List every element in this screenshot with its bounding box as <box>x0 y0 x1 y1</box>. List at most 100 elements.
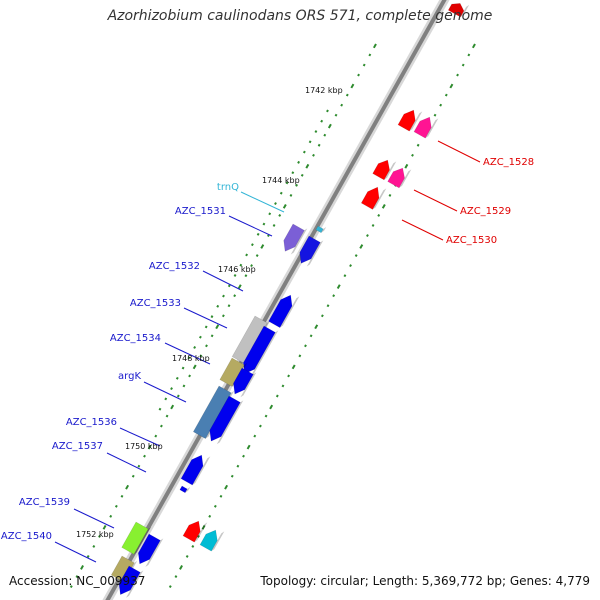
gene-glyph-azc-1529-b[interactable] <box>387 167 405 189</box>
tick-mark <box>224 484 229 490</box>
tick-mark <box>237 284 242 290</box>
tick-mark <box>176 394 180 398</box>
tick-mark <box>185 555 189 558</box>
accession-text: Accession: NC_009937 <box>9 574 146 588</box>
tick-mark <box>227 304 231 308</box>
tick-mark <box>233 274 237 277</box>
gene-glyph-azc-1530[interactable] <box>360 186 380 210</box>
tick-mark <box>199 335 202 339</box>
tick-mark <box>216 304 220 308</box>
gene-label-trnq[interactable]: trnQ <box>217 182 239 193</box>
tick-mark <box>366 234 369 237</box>
gene-glyph-azc-1531-b[interactable] <box>299 235 321 264</box>
tick-mark <box>381 203 386 209</box>
tick-mark <box>304 344 307 348</box>
gene-glyph-azc-1539-green[interactable] <box>121 521 149 555</box>
gene-glyph-azc-1528-b-shade <box>425 118 439 139</box>
tick-mark <box>109 514 113 518</box>
tick-mark <box>326 109 329 113</box>
tick-mark <box>201 524 206 530</box>
tick-mark <box>210 315 214 319</box>
tick-mark <box>236 464 240 468</box>
tick-mark <box>297 160 300 164</box>
tick-mark <box>259 424 262 428</box>
tick-mark <box>102 524 107 530</box>
gene-glyph-azc-1529-a[interactable] <box>372 159 390 181</box>
gene-label-leader <box>119 427 161 447</box>
gene-label-azc-1537[interactable]: AZC_1537 <box>52 441 103 452</box>
tick-mark <box>444 93 448 97</box>
tick-mark <box>164 397 168 401</box>
gene-glyph-azc-1528-b[interactable] <box>413 116 432 139</box>
tick-mark <box>281 384 285 388</box>
tick-mark <box>320 119 324 123</box>
tick-mark <box>179 565 183 570</box>
tick-mark <box>323 133 327 137</box>
gene-glyph-azc-1532[interactable] <box>268 294 293 328</box>
gene-glyph-azc-1531-a[interactable] <box>283 223 305 252</box>
gene-label-azc-1536[interactable]: AZC_1536 <box>66 417 117 428</box>
gene-label-azc-1530[interactable]: AZC_1530 <box>446 235 497 246</box>
tick-mark <box>256 232 260 236</box>
gene-glyph-azc-1540[interactable] <box>118 565 141 596</box>
gene-label-azc-1528[interactable]: AZC_1528 <box>483 157 534 168</box>
tick-mark <box>160 424 163 428</box>
tick-mark <box>372 43 377 49</box>
gene-glyph-top[interactable] <box>447 3 465 18</box>
gene-label-azc-1531[interactable]: AZC_1531 <box>175 206 226 217</box>
tick-mark <box>98 534 101 538</box>
gene-glyph-azc-1533[interactable] <box>243 325 276 375</box>
tick-mark <box>204 325 208 329</box>
tick-mark <box>250 264 253 268</box>
tick-mark <box>208 514 212 518</box>
tick-mark <box>230 474 234 478</box>
gene-glyph-lower-cyan-shade <box>211 531 225 552</box>
gene-glyph-azc-1539[interactable] <box>137 533 161 565</box>
gene-glyph-lower-cyan[interactable] <box>199 529 218 552</box>
tick-mark <box>456 73 459 77</box>
gene-glyph-azc-1537-shade <box>192 456 211 486</box>
kbp-label: 1742 kbp <box>305 86 343 95</box>
tick-mark <box>264 414 268 418</box>
gene-glyph-small-shade <box>185 486 191 493</box>
gene-glyph-argk-b[interactable] <box>209 395 241 442</box>
gene-label-leader <box>143 381 187 403</box>
gene-glyph-trnq[interactable] <box>315 225 324 234</box>
tick-mark <box>298 354 302 358</box>
tick-mark <box>239 263 243 267</box>
tick-mark <box>320 314 324 318</box>
tick-mark <box>233 294 237 298</box>
tick-mark <box>471 43 476 49</box>
tick-mark <box>404 163 409 169</box>
tick-mark <box>170 387 173 391</box>
gene-label-azc-1539[interactable]: AZC_1539 <box>19 497 70 508</box>
tick-mark <box>343 274 347 278</box>
tick-mark <box>354 254 358 258</box>
gene-label-leader <box>164 342 211 365</box>
gene-label-azc-1532[interactable]: AZC_1532 <box>149 261 200 272</box>
gene-label-azc-1529[interactable]: AZC_1529 <box>460 206 511 217</box>
kbp-label: 1746 kbp <box>218 265 256 274</box>
gene-glyph-argk[interactable] <box>192 385 232 439</box>
gene-glyph-azc-1537[interactable] <box>180 454 204 486</box>
tick-mark <box>215 324 220 330</box>
gene-label-azc-1540[interactable]: AZC_1540 <box>1 531 52 542</box>
tick-mark <box>260 244 265 249</box>
gene-label-azc-1534[interactable]: AZC_1534 <box>110 333 161 344</box>
gene-glyph-azc-1540-shade <box>126 570 144 598</box>
gene-glyph-small[interactable] <box>179 485 188 494</box>
gene-glyph-azc-1534-khaki[interactable] <box>219 357 245 387</box>
tick-mark <box>174 575 178 578</box>
gene-label-argk[interactable]: argK <box>118 371 141 382</box>
gene-label-azc-1533[interactable]: AZC_1533 <box>130 298 181 309</box>
gene-glyph-lower-red[interactable] <box>182 520 201 543</box>
tick-mark <box>326 304 330 308</box>
tick-mark <box>227 284 231 288</box>
tick-mark <box>255 254 259 258</box>
gene-glyph-azc-1534[interactable] <box>233 367 254 395</box>
gene-label-leader <box>183 307 228 329</box>
tick-mark <box>165 414 169 418</box>
gene-glyph-azc-1528-a[interactable] <box>397 109 416 132</box>
tick-mark <box>210 334 214 338</box>
tick-mark <box>143 454 146 458</box>
